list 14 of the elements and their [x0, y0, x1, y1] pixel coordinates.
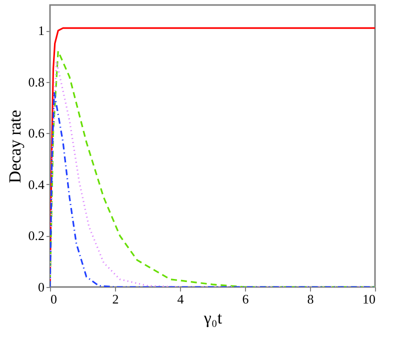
x-tick-label: 0: [50, 292, 57, 306]
x-tick-label: 4: [177, 292, 184, 306]
x-tick-label: 10: [362, 292, 376, 306]
x-axis-title: γ₀t: [202, 308, 222, 328]
y-tick-label: 0.4: [28, 176, 45, 192]
x-tick-label: 8: [307, 292, 314, 306]
x-tick-label: 2: [112, 292, 119, 306]
y-tick-label: 1: [38, 23, 44, 38]
y-tick-label: 0.2: [28, 228, 44, 244]
x-tick-label: 6: [242, 292, 250, 306]
y-tick-label: 0.6: [28, 126, 45, 141]
y-axis-title: Decay rate: [5, 110, 24, 184]
y-tick-label: 0: [38, 280, 44, 294]
y-tick-label: 0.8: [28, 74, 44, 90]
